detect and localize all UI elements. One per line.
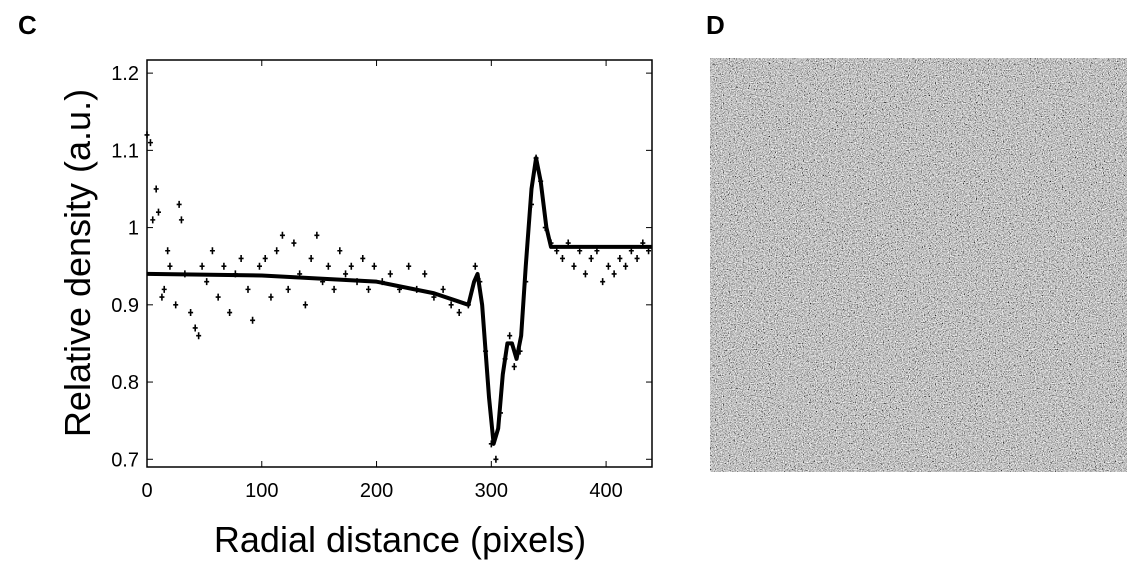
data-point [245,285,251,293]
data-point [238,254,244,262]
data-point [279,231,285,239]
data-point [360,254,366,262]
data-point [582,270,588,278]
data-point [178,216,184,224]
data-point [343,270,349,278]
data-point [611,270,617,278]
data-point [472,262,478,270]
data-point [173,301,179,309]
data-point [456,309,462,317]
data-point [623,262,629,270]
y-tick-label: 0.7 [111,449,139,471]
data-point [144,131,150,139]
data-point [493,455,499,463]
data-point [291,239,297,247]
data-point [559,254,565,262]
data-point [634,254,640,262]
data-point [153,185,159,193]
data-point [285,285,291,293]
y-tick-label: 0.9 [111,295,139,317]
data-point [256,262,262,270]
data-point [422,270,428,278]
data-point [600,278,606,286]
panel-label: C [18,10,37,40]
micrograph-noise [710,58,1127,472]
data-point [150,216,156,224]
data-point [209,247,215,255]
data-point [159,293,165,301]
data-point [617,254,623,262]
data-point [325,262,331,270]
data-point [176,200,182,208]
data-point [302,301,308,309]
x-tick-label: 0 [141,480,152,502]
data-point [250,316,256,324]
x-tick-label: 200 [360,480,393,502]
data-point [511,363,517,371]
data-point [221,262,227,270]
data-point [331,285,337,293]
data-point [227,309,233,317]
data-point [448,301,454,309]
data-point [268,293,274,301]
data-point [155,208,161,216]
data-point [337,247,343,255]
y-tick-label: 1.1 [111,140,139,162]
x-tick-label: 300 [475,480,508,502]
data-point [204,278,210,286]
data-point [588,254,594,262]
data-point [274,247,280,255]
data-point [215,293,221,301]
data-point [387,270,393,278]
axes-frame [146,59,653,468]
x-axis-label: Radial distance (pixels) [214,519,586,560]
y-axis-label: Relative density (a.u.) [57,89,98,437]
data-point [147,139,153,147]
data-point [314,231,320,239]
data-point [571,262,577,270]
data-point [199,262,205,270]
data-point [605,262,611,270]
x-tick-label: 400 [589,480,622,502]
x-tick-label: 100 [245,480,278,502]
data-point [440,285,446,293]
data-point [406,262,412,270]
data-point [167,262,173,270]
data-point [192,324,198,332]
y-tick-label: 1.2 [111,63,139,85]
panel-label: D [706,10,725,40]
data-point [366,285,372,293]
data-point [308,254,314,262]
data-point [262,254,268,262]
data-point [371,262,377,270]
data-point [165,247,171,255]
data-point [161,285,167,293]
fit-line [146,156,652,446]
data-point [507,332,513,340]
data-point [348,262,354,270]
data-point [196,332,202,340]
y-tick-label: 1 [128,218,139,240]
data-point [188,309,194,317]
y-tick-label: 0.8 [111,372,139,394]
